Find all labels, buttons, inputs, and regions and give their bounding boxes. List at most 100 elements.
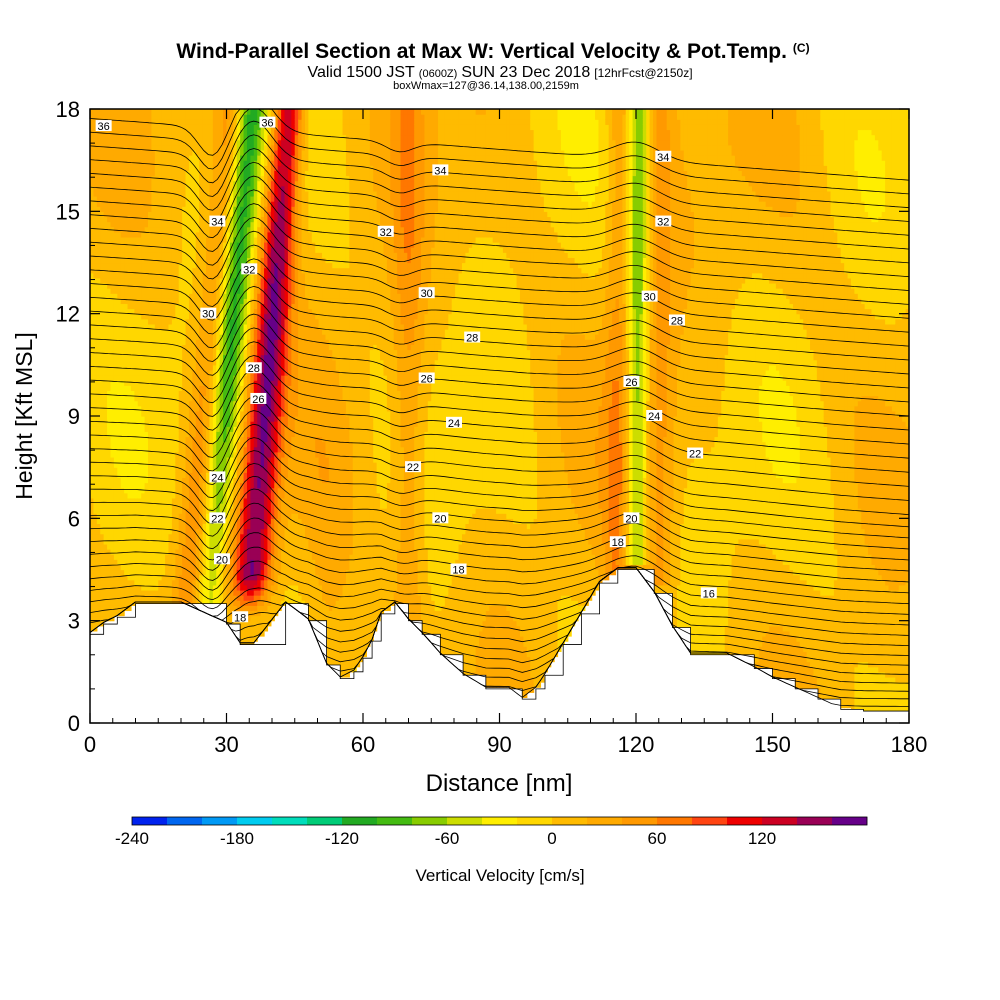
- field-cell: [107, 462, 112, 468]
- field-cell: [148, 456, 153, 463]
- field-cell: [134, 421, 139, 427]
- field-cell: [158, 390, 163, 397]
- field-cell: [206, 201, 211, 207]
- field-cell: [171, 497, 176, 504]
- field-cell: [240, 226, 245, 233]
- field-cell: [137, 298, 142, 305]
- field-cell: [130, 456, 135, 463]
- field-cell: [158, 221, 163, 228]
- field-cell: [103, 472, 108, 478]
- field-cell: [151, 262, 156, 269]
- field-cell: [168, 523, 173, 530]
- field-cell: [103, 180, 108, 187]
- field-cell: [90, 441, 95, 448]
- field-cell: [100, 216, 105, 223]
- field-cell: [175, 523, 180, 530]
- field-cell: [257, 323, 262, 330]
- field-cell: [141, 589, 146, 596]
- field-cell: [226, 482, 231, 489]
- field-cell: [141, 518, 146, 525]
- field-cell: [236, 584, 241, 591]
- field-cell: [216, 487, 221, 494]
- field-cell: [124, 513, 129, 519]
- field-cell: [161, 114, 166, 120]
- field-cell: [188, 211, 193, 218]
- field-cell: [250, 242, 255, 248]
- field-cell: [113, 344, 118, 351]
- field-cell: [195, 451, 200, 458]
- field-cell: [171, 543, 176, 550]
- field-cell: [165, 502, 170, 509]
- field-cell: [182, 410, 187, 417]
- field-cell: [96, 109, 101, 115]
- field-cell: [90, 405, 95, 412]
- field-cell: [127, 426, 132, 432]
- field-cell: [134, 584, 139, 591]
- field-cell: [168, 579, 173, 586]
- field-cell: [243, 211, 248, 218]
- field-cell: [236, 221, 241, 228]
- field-cell: [158, 528, 163, 535]
- field-cell: [233, 339, 238, 345]
- field-cell: [110, 195, 115, 202]
- field-cell: [103, 518, 108, 525]
- field-cell: [93, 149, 98, 156]
- field-cell: [103, 549, 108, 555]
- field-cell: [103, 380, 108, 386]
- field-cell: [240, 410, 245, 417]
- field-cell: [144, 416, 149, 422]
- field-cell: [148, 282, 153, 289]
- field-cell: [223, 180, 228, 187]
- field-cell: [199, 543, 204, 550]
- field-cell: [199, 160, 204, 166]
- field-cell: [178, 313, 183, 320]
- field-cell: [165, 247, 170, 253]
- field-cell: [113, 369, 118, 376]
- field-cell: [246, 477, 251, 484]
- field-cell: [151, 508, 156, 514]
- field-cell: [223, 344, 228, 351]
- field-cell: [229, 329, 234, 335]
- field-cell: [233, 201, 238, 207]
- field-cell: [212, 339, 217, 345]
- field-cell: [188, 390, 193, 397]
- field-cell: [107, 282, 112, 289]
- field-cell: [253, 569, 258, 576]
- field-cell: [202, 349, 207, 356]
- field-cell: [110, 298, 115, 305]
- field-cell: [141, 155, 146, 161]
- field-cell: [185, 451, 190, 458]
- field-cell: [192, 288, 197, 294]
- field-cell: [103, 206, 108, 212]
- field-cell: [158, 293, 163, 299]
- field-cell: [192, 252, 197, 258]
- field-cell: [257, 610, 262, 617]
- field-cell: [223, 584, 228, 591]
- field-cell: [212, 600, 217, 606]
- field-cell: [243, 119, 248, 125]
- field-cell: [171, 211, 176, 218]
- field-cell: [120, 180, 125, 187]
- field-cell: [240, 508, 245, 514]
- field-cell: [134, 416, 139, 422]
- field-cell: [206, 477, 211, 484]
- field-cell: [137, 518, 142, 525]
- field-cell: [165, 175, 170, 182]
- field-cell: [154, 477, 159, 484]
- field-cell: [250, 630, 255, 637]
- field-cell: [185, 160, 190, 166]
- field-cell: [144, 180, 149, 187]
- field-cell: [120, 472, 125, 478]
- field-cell: [158, 165, 163, 171]
- field-cell: [219, 262, 224, 269]
- field-cell: [253, 247, 258, 253]
- field-cell: [158, 339, 163, 345]
- field-cell: [219, 451, 224, 458]
- field-cell: [209, 267, 214, 274]
- field-cell: [240, 206, 245, 212]
- field-cell: [165, 339, 170, 345]
- field-cell: [100, 139, 105, 146]
- field-cell: [233, 354, 238, 361]
- field-cell: [127, 472, 132, 478]
- field-cell: [202, 533, 207, 540]
